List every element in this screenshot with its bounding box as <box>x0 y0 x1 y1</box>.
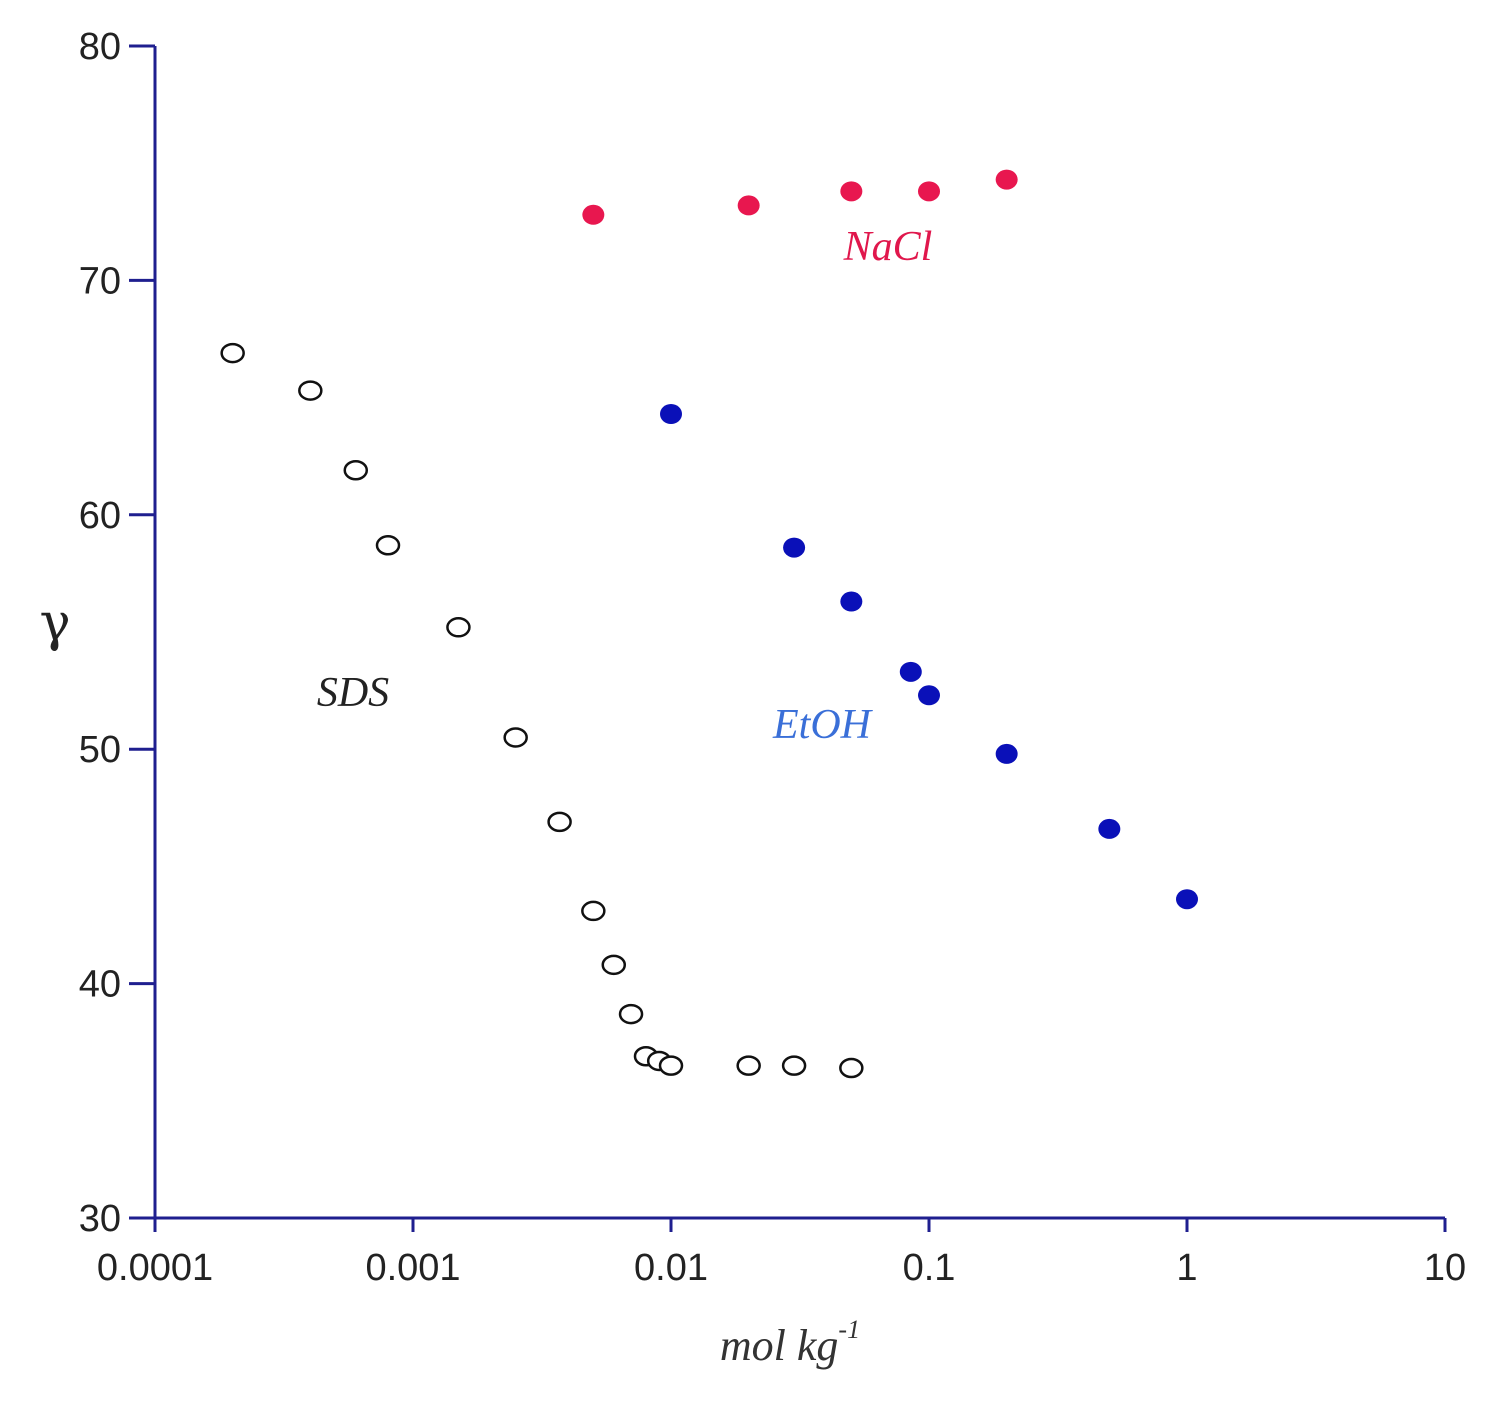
data-point-sds <box>343 460 369 481</box>
data-point-etoh <box>783 537 806 558</box>
data-point-etoh <box>1176 889 1198 910</box>
data-point-etoh <box>840 591 863 612</box>
x-axis-label-unit: mol kg <box>720 1321 839 1370</box>
data-point-sds <box>220 342 245 364</box>
data-point-sds <box>503 727 528 748</box>
x-axis-label: mol kg-1 <box>720 1315 860 1370</box>
data-point-nacl <box>995 169 1018 190</box>
data-point-nacl <box>918 181 940 202</box>
y-tick-label: 70 <box>79 260 121 302</box>
data-point-nacl <box>840 181 863 202</box>
x-tick-label: 0.1 <box>903 1247 956 1289</box>
series-label-etoh: EtOH <box>772 702 874 748</box>
data-point-etoh <box>1098 818 1121 839</box>
y-tick-label: 80 <box>79 26 121 68</box>
x-tick-label: 0.01 <box>634 1247 708 1289</box>
y-tick-label: 30 <box>79 1198 121 1240</box>
data-point-sds <box>375 535 401 556</box>
data-point-sds <box>446 617 471 638</box>
data-point-sds <box>618 1003 644 1025</box>
data-point-etoh <box>995 743 1018 764</box>
axes <box>153 46 1445 1220</box>
data-point-nacl <box>737 195 760 216</box>
x-tick-label: 10 <box>1424 1247 1466 1289</box>
data-point-sds <box>736 1055 761 1076</box>
data-point-sds <box>839 1057 864 1079</box>
series-label-nacl: NaCl <box>843 224 933 270</box>
data-point-etoh <box>660 404 682 425</box>
data-point-sds <box>547 811 572 833</box>
y-axis-label: γ <box>39 593 70 653</box>
data-point-sds <box>658 1055 684 1076</box>
y-tick-label: 40 <box>79 964 121 1006</box>
x-axis-label-exponent: -1 <box>838 1315 860 1344</box>
x-tick-label: 1 <box>1176 1247 1197 1289</box>
y-tick-label: 50 <box>79 729 121 771</box>
data-point-nacl <box>582 204 605 225</box>
data-point-sds <box>601 954 627 976</box>
x-tick-label: 0.001 <box>365 1247 460 1289</box>
data-point-sds <box>781 1055 807 1076</box>
ticks: 0.0001 0.001 0.01 0.1 1 10 30 40 50 60 70 80 <box>79 26 1466 1289</box>
series-label-sds: SDS <box>317 670 389 716</box>
data-point-etoh <box>899 661 922 682</box>
data-point-sds <box>298 380 323 401</box>
x-tick-label: 0.0001 <box>97 1247 213 1289</box>
data-point-etoh <box>918 685 940 706</box>
y-tick-label: 60 <box>79 495 121 537</box>
data-points <box>220 169 1198 1079</box>
data-point-sds <box>581 900 606 922</box>
